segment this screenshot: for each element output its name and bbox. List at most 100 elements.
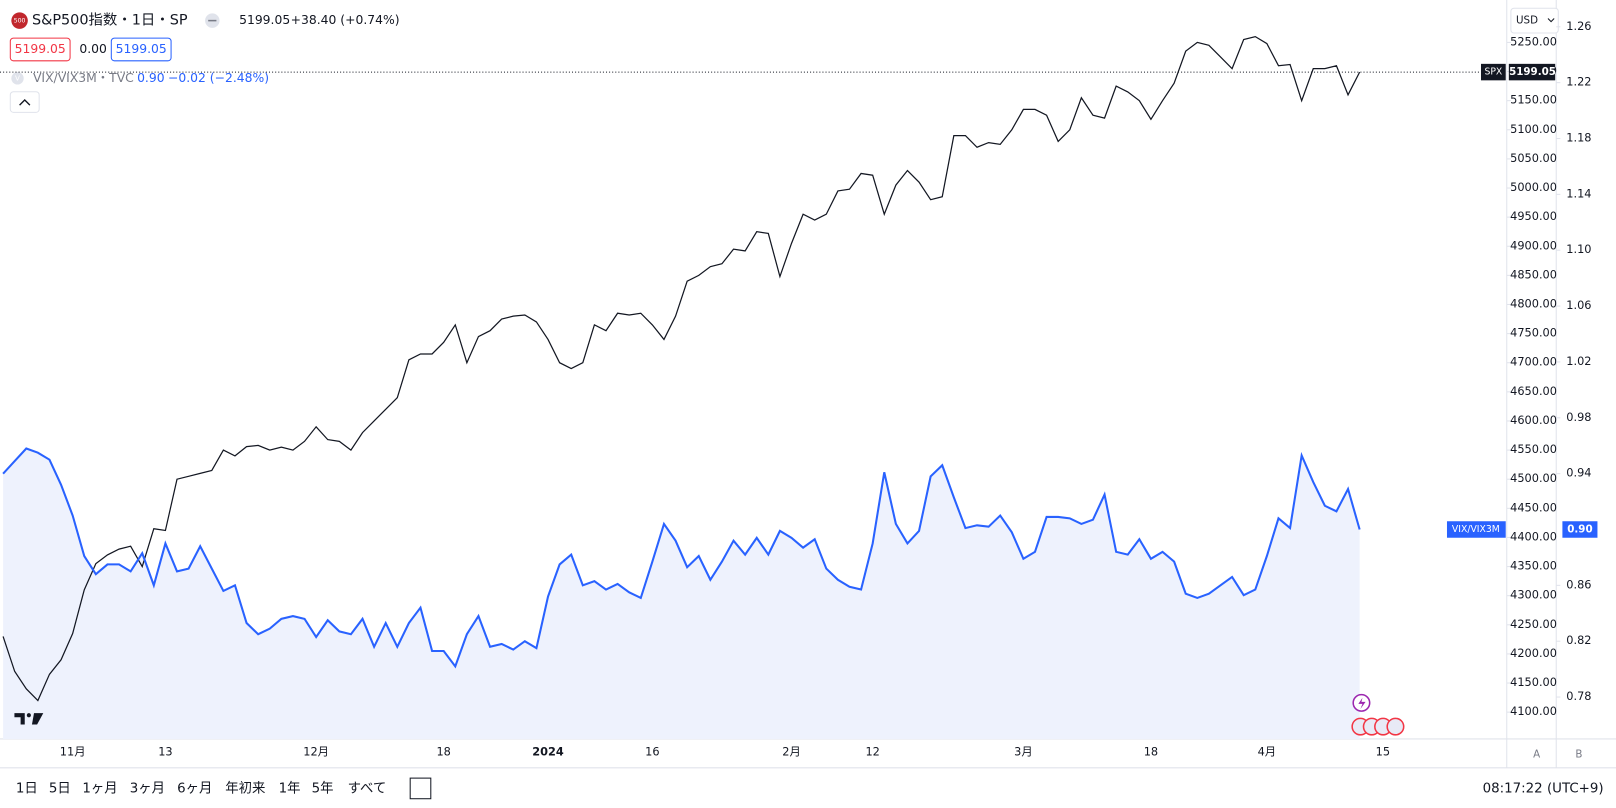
y-tick-label: 4750.00 bbox=[1510, 326, 1557, 340]
scale-button[interactable]: B bbox=[1575, 748, 1582, 760]
x-tick-label: 15 bbox=[1376, 744, 1390, 758]
y2-tick-label: 0.94 bbox=[1566, 466, 1591, 480]
range-button[interactable]: 3ヶ月 bbox=[130, 781, 165, 796]
y-tick-label: 4900.00 bbox=[1510, 238, 1557, 252]
y2-tick-label: 1.10 bbox=[1566, 242, 1591, 256]
logo-part bbox=[31, 713, 44, 725]
y-tick-label: 5150.00 bbox=[1510, 93, 1557, 107]
y-tick-label: 4800.00 bbox=[1510, 296, 1557, 310]
ask-price: 5199.05 bbox=[116, 42, 167, 56]
event-icons bbox=[1351, 693, 1405, 736]
y2-tick-label: 1.18 bbox=[1566, 131, 1591, 145]
symbol-icon-text: 500 bbox=[14, 18, 26, 25]
x-tick-label: 18 bbox=[1144, 744, 1158, 758]
x-tick-label: 12月 bbox=[303, 744, 329, 758]
y-tick-label: 4950.00 bbox=[1510, 209, 1557, 223]
price-badge-label: 5199.05 bbox=[1509, 66, 1556, 78]
range-button[interactable]: 6ヶ月 bbox=[177, 781, 212, 796]
y-tick-label: 4300.00 bbox=[1510, 588, 1557, 602]
x-tick-label: 12 bbox=[865, 744, 879, 758]
y-tick-label: 4450.00 bbox=[1510, 500, 1557, 514]
plot-area bbox=[2, 35, 1361, 739]
series-line bbox=[2, 447, 1361, 669]
series-line bbox=[2, 35, 1361, 702]
x-tick-label: 18 bbox=[436, 744, 450, 758]
x-tick-label: 16 bbox=[645, 744, 659, 758]
price-badge-label: 0.90 bbox=[1567, 523, 1592, 535]
y-tick-label: 4200.00 bbox=[1510, 646, 1557, 660]
range-button[interactable]: 1ヶ月 bbox=[82, 781, 117, 796]
series-area bbox=[3, 448, 1360, 739]
range-button[interactable]: 5年 bbox=[312, 780, 334, 796]
y-tick-label: 4850.00 bbox=[1510, 267, 1557, 281]
x-tick-label: 11月 bbox=[60, 744, 86, 758]
collapse-chevron bbox=[19, 99, 31, 106]
ask-box[interactable] bbox=[110, 37, 172, 62]
y-tick-label: 5000.00 bbox=[1510, 180, 1557, 194]
dropdown-chevron bbox=[1547, 18, 1555, 23]
series-badge-label: SPX bbox=[1484, 67, 1502, 78]
last-price: 5199.05 bbox=[239, 13, 290, 27]
x-tick-label: 4月 bbox=[1258, 744, 1277, 758]
range-button[interactable]: 1年 bbox=[279, 780, 301, 796]
y2-tick-label: 0.78 bbox=[1566, 689, 1591, 703]
auto-scale-button[interactable]: A bbox=[1533, 748, 1540, 760]
y-tick-label: 5050.00 bbox=[1510, 151, 1557, 165]
price-badge bbox=[1508, 63, 1556, 81]
symbol-title[interactable]: S&P500指数・1日・SP bbox=[32, 12, 188, 29]
y2-tick-label: 0.98 bbox=[1566, 410, 1591, 424]
y2-tick-label: 1.06 bbox=[1566, 298, 1591, 312]
currency: USD bbox=[1516, 15, 1538, 27]
vix-last: 0.90 bbox=[137, 71, 165, 85]
collapse-button[interactable] bbox=[9, 91, 40, 113]
vix-icon bbox=[11, 72, 24, 85]
spread: 0.00 bbox=[79, 42, 107, 56]
vix-icon-text: V bbox=[15, 73, 20, 82]
y-tick-label: 4500.00 bbox=[1510, 471, 1557, 485]
range-button[interactable]: すべて bbox=[348, 780, 387, 796]
bottom-toolbar: 08:17:22 (UTC+9) A B 1日 5日 1ヶ月 3ヶ月 6ヶ月 年初来 1年 5… bbox=[16, 748, 1604, 800]
vix-title[interactable]: VIX/VIX3M・TVC bbox=[33, 71, 134, 85]
series-badge bbox=[1446, 521, 1506, 538]
y2-tick-label: 0.82 bbox=[1566, 633, 1591, 647]
y-tick-label: 4400.00 bbox=[1510, 529, 1557, 543]
y-tick-label: 5100.00 bbox=[1510, 122, 1557, 136]
vix-change: −0.02 (−2.48%) bbox=[168, 71, 269, 85]
event-flag[interactable] bbox=[1386, 717, 1405, 736]
range-button[interactable]: 1日 bbox=[16, 781, 38, 796]
range-button[interactable]: 5日 bbox=[49, 781, 71, 796]
y2-tick-label: 1.22 bbox=[1566, 75, 1591, 89]
y-tick-label: 5250.00 bbox=[1510, 34, 1557, 48]
logo-part bbox=[14, 713, 25, 725]
tv-logo bbox=[14, 713, 44, 725]
range-button[interactable]: 年初来 bbox=[225, 780, 265, 796]
logo-part bbox=[26, 713, 31, 718]
y2-tick-label: 1.26 bbox=[1566, 19, 1591, 33]
y-tick-label: 4650.00 bbox=[1510, 384, 1557, 398]
y-tick-label: 4350.00 bbox=[1510, 559, 1557, 573]
x-tick-label: 2024 bbox=[532, 744, 564, 758]
symbol-icon bbox=[11, 12, 28, 29]
bid-box[interactable] bbox=[9, 37, 71, 62]
series-badge-label: VIX/VIX3M bbox=[1452, 524, 1500, 535]
y-tick-label: 4600.00 bbox=[1510, 413, 1557, 427]
y-tick-label: 4100.00 bbox=[1510, 704, 1557, 718]
y2-tick-label: 1.02 bbox=[1566, 354, 1591, 368]
series-badge bbox=[1480, 63, 1506, 81]
y-tick-label: 4150.00 bbox=[1510, 675, 1557, 689]
y-tick-label: 4700.00 bbox=[1510, 355, 1557, 369]
x-tick-label: 13 bbox=[158, 744, 172, 758]
clock: 08:17:22 (UTC+9) bbox=[1483, 781, 1604, 796]
price-badge bbox=[1562, 521, 1598, 538]
legend-header: 500 S&P500指数・1日・SP 5199.05 +38.40 (+0.74… bbox=[9, 12, 400, 113]
y2-tick-label: 1.14 bbox=[1566, 186, 1591, 200]
price-change: +38.40 (+0.74%) bbox=[291, 13, 400, 27]
event-lightning bbox=[1358, 697, 1366, 710]
date-range-icon[interactable] bbox=[409, 777, 432, 800]
currency-dropdown[interactable] bbox=[1510, 7, 1559, 34]
x-tick-label: 2月 bbox=[782, 744, 801, 758]
y-tick-label: 4250.00 bbox=[1510, 617, 1557, 631]
y-tick-label: 4550.00 bbox=[1510, 442, 1557, 456]
